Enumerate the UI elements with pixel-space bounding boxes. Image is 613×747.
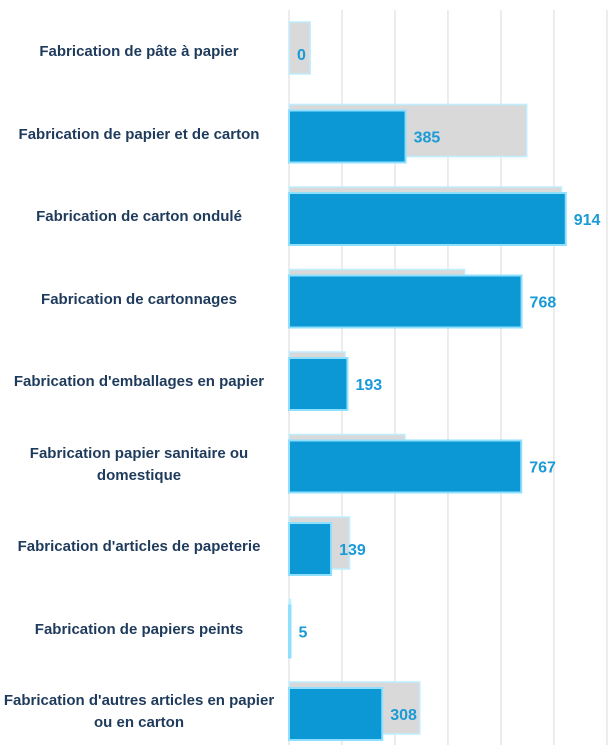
bar: [288, 439, 523, 494]
value-label: 308: [390, 707, 417, 724]
bar: [288, 192, 567, 246]
value-label: 914: [574, 212, 601, 229]
bar: [288, 274, 523, 329]
background-bar: [288, 21, 311, 75]
value-label: 193: [355, 377, 382, 394]
category-label: Fabrication de cartonnages: [41, 290, 237, 308]
value-label: 0: [297, 47, 306, 64]
value-label: 139: [339, 542, 366, 559]
category-label: Fabrication d'emballages en papier: [13, 373, 265, 390]
bar: [288, 522, 333, 576]
bar: [288, 604, 292, 659]
value-label: 767: [529, 460, 556, 477]
bar: [288, 687, 384, 741]
category-label: Fabrication d'articles de papeterie: [17, 538, 261, 555]
category-label: Fabrication de carton ondulé: [36, 208, 242, 225]
category-label: Fabrication de papiers peints: [34, 620, 244, 638]
value-label: 5: [299, 625, 308, 642]
category-label: Fabrication de papier et de carton: [18, 125, 260, 143]
bar: [288, 109, 407, 164]
category-label: Fabrication papier sanitaire ou domestiq…: [29, 444, 249, 484]
value-label: 385: [414, 130, 441, 147]
category-label: Fabrication de pâte à papier: [39, 43, 239, 60]
category-label: Fabrication d'autres articles en papier …: [3, 692, 275, 731]
value-label: 768: [530, 295, 557, 312]
bar: [288, 357, 349, 411]
